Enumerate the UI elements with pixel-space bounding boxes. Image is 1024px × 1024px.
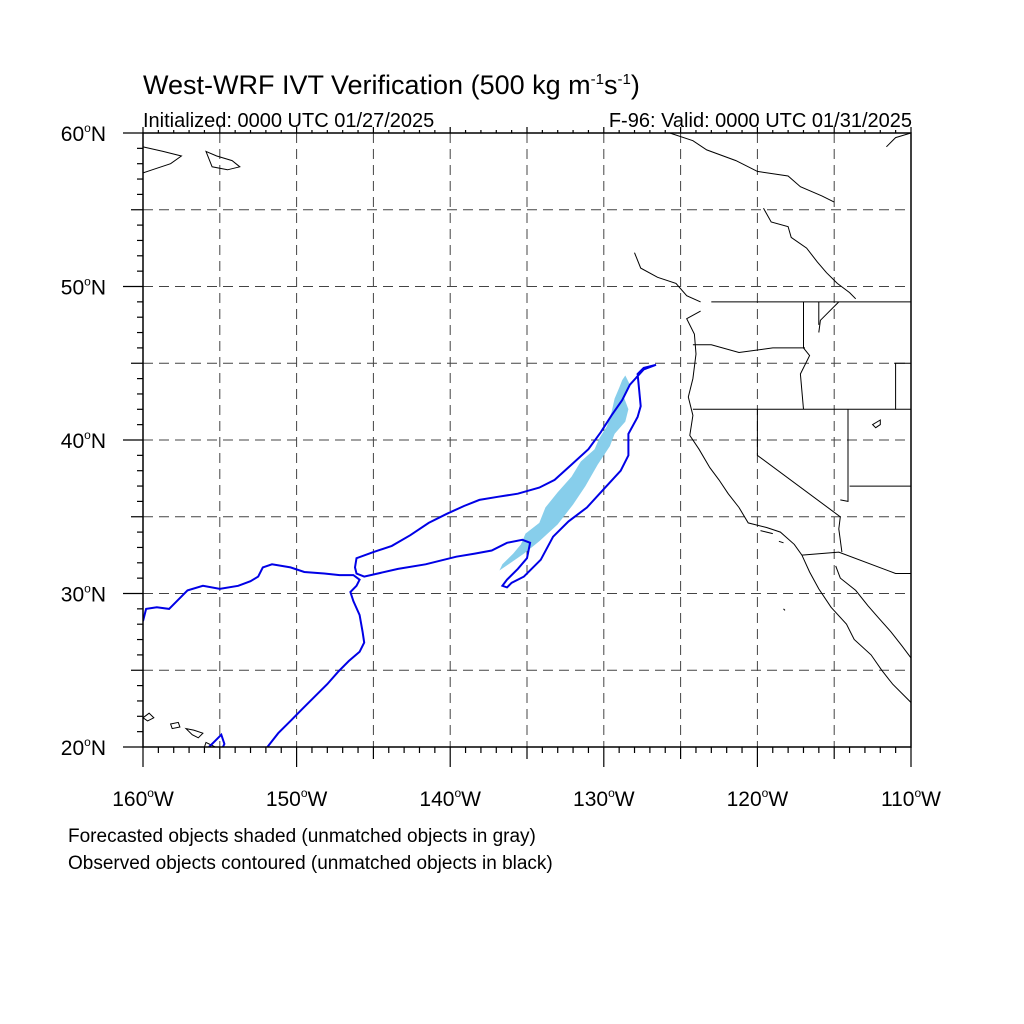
coastline-alaska-panhandle	[669, 133, 835, 203]
title-exp-1: -1	[590, 71, 604, 88]
border-nevada-utah	[840, 409, 849, 503]
lat-label: 30oN	[61, 582, 106, 607]
coastlines-and-borders	[143, 133, 911, 747]
border-california-nevada	[756, 409, 843, 553]
forecast-objects	[499, 375, 630, 571]
lon-label: 150oW	[266, 786, 328, 811]
lon-label: 110oW	[881, 786, 941, 811]
lat-label: 40oN	[61, 428, 106, 453]
map-plot-area	[143, 133, 911, 747]
border-idaho-wyoming	[895, 363, 911, 410]
coastline-gulf-of-california	[835, 565, 911, 659]
island-maui	[184, 727, 204, 739]
note-observed: Observed objects contoured (unmatched ob…	[68, 853, 553, 874]
valid-time: F-96: Valid: 0000 UTC 01/31/2025	[608, 110, 912, 132]
axis-ticks	[123, 127, 912, 767]
graticule	[143, 133, 911, 747]
observed-object-contour-west	[143, 563, 366, 747]
border-montana-idaho	[818, 301, 840, 333]
observed-objects	[143, 363, 657, 747]
catalina-island	[778, 540, 784, 544]
axis-labels: 60oN 50oN 40oN 30oN 20oN 160oW 150oW 140oW 130oW…	[61, 121, 941, 811]
observed-object-contour-south	[208, 732, 226, 747]
channel-islands	[760, 530, 773, 535]
lat-label: 60oN	[61, 121, 106, 146]
lat-label: 20oN	[61, 735, 106, 760]
lon-label: 130oW	[573, 786, 635, 811]
coastline-hudson-bay-edge	[886, 133, 911, 148]
lon-label: 140oW	[419, 786, 481, 811]
lon-label: 160oW	[112, 786, 174, 811]
title-main: West-WRF IVT Verification (500 kg m	[143, 70, 591, 100]
coastline-vancouver-island	[634, 252, 701, 303]
guadalupe-island	[783, 608, 786, 611]
island-kauai	[143, 712, 155, 722]
forecast-object-shaded	[499, 375, 630, 571]
border-washington-idaho	[799, 301, 811, 410]
great-salt-lake	[871, 419, 881, 429]
note-forecast: Forecasted objects shaded (unmatched obj…	[68, 826, 536, 847]
map-title: West-WRF IVT Verification (500 kg m-1s-1…	[143, 70, 640, 101]
coastline-bc-inlets	[763, 207, 857, 300]
coastline-alaska-peninsula	[143, 146, 183, 174]
lat-label: 50oN	[61, 275, 106, 300]
border-washington-oregon	[692, 344, 805, 354]
island-oahu	[169, 721, 181, 730]
observed-object-contour	[353, 363, 657, 589]
coastline-west-coast	[686, 310, 911, 703]
lon-label: 120oW	[727, 786, 789, 811]
title-exp-2: -1	[617, 71, 631, 88]
title-mid: s	[603, 70, 618, 100]
title-end: )	[630, 70, 640, 100]
init-time: Initialized: 0000 UTC 01/27/2025	[143, 110, 435, 132]
coastline-kodiak	[205, 150, 241, 171]
border-us-mexico	[801, 551, 911, 574]
